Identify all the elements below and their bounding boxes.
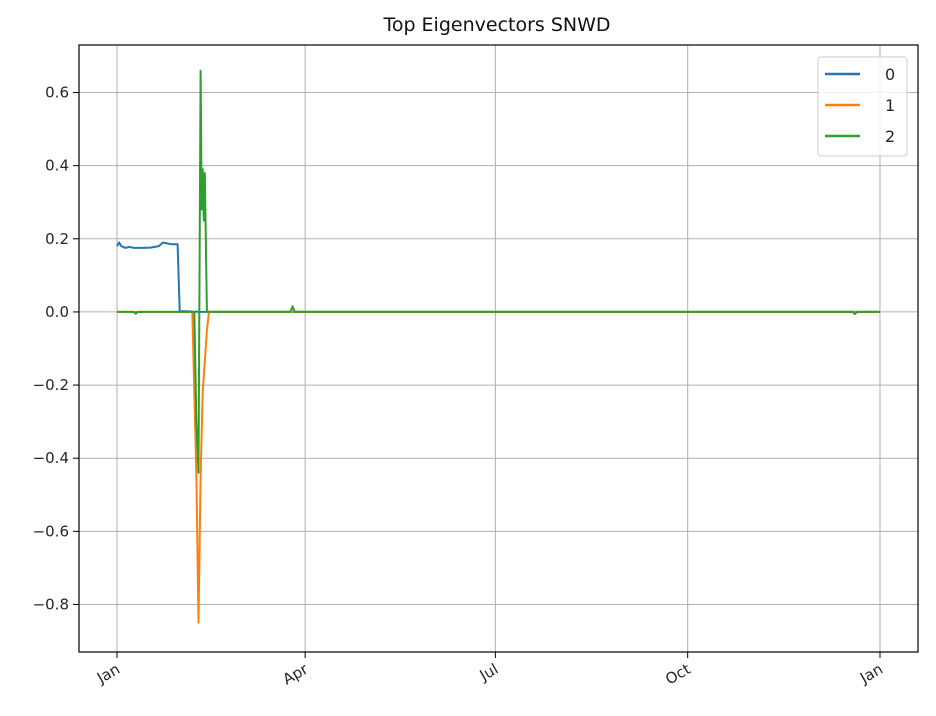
series-line-2 bbox=[117, 69, 880, 474]
legend-label: 0 bbox=[885, 65, 895, 84]
grid-lines bbox=[79, 45, 918, 652]
legend-label: 1 bbox=[885, 96, 895, 115]
x-tick-label: Jan bbox=[93, 660, 123, 688]
legend: 0 1 2 bbox=[817, 56, 908, 157]
x-tick-label: Jul bbox=[476, 660, 502, 685]
y-tick-label: 0.6 bbox=[45, 84, 69, 102]
y-tick-label: −0.4 bbox=[33, 449, 69, 467]
y-tick-label: 0.0 bbox=[45, 303, 69, 321]
y-tick-label: −0.6 bbox=[33, 522, 69, 540]
legend-label: 2 bbox=[885, 127, 895, 146]
y-tick-label: 0.4 bbox=[45, 157, 69, 175]
x-tick-label: Apr bbox=[280, 659, 312, 688]
plot-frame bbox=[78, 44, 919, 653]
chart-title: Top Eigenvectors SNWD bbox=[382, 14, 610, 36]
series-line-0 bbox=[116, 241, 880, 313]
axes: 0.6 0.4 0.2 0.0 −0.2 −0.4 −0.6 −0.8 Jan Apr Jul Oct… bbox=[33, 84, 886, 689]
y-tick-label: 0.2 bbox=[45, 230, 69, 248]
x-tick-label: Oct bbox=[662, 660, 694, 689]
series-layer bbox=[116, 69, 880, 624]
series-line-1 bbox=[117, 310, 880, 624]
legend-box bbox=[817, 56, 908, 157]
x-tick-label: Jan bbox=[856, 660, 886, 688]
y-tick-label: −0.8 bbox=[33, 595, 69, 613]
y-tick-label: −0.2 bbox=[33, 376, 69, 394]
